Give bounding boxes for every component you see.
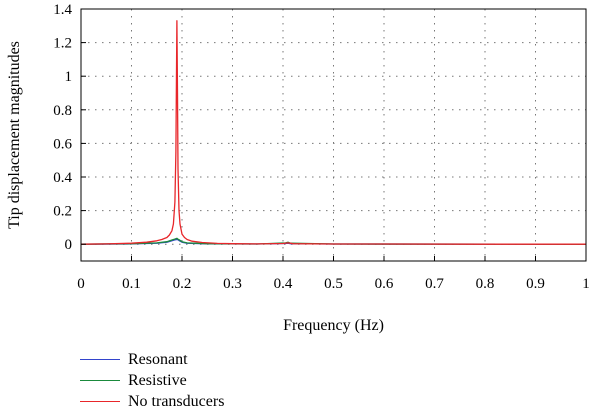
legend-label-resistive: Resistive: [128, 371, 187, 389]
x-tick-label: 0.5: [324, 276, 343, 292]
y-tick-label: 1.4: [53, 2, 72, 18]
x-tick-label: 1: [582, 276, 590, 292]
x-tick-label: 0.8: [476, 276, 495, 292]
y-axis-title: Tip displacement magnitudes: [6, 41, 23, 229]
x-tick-label: 0.4: [274, 276, 293, 292]
x-tick-label: 0.2: [173, 276, 192, 292]
legend-swatch-no-transducers: [80, 401, 120, 402]
x-tick-label: 0: [77, 276, 85, 292]
y-tick-label: 0.6: [53, 136, 72, 152]
y-tick-label: 0.8: [53, 103, 72, 119]
x-tick-label: 0.7: [425, 276, 444, 292]
legend-label-no-transducers: No transducers: [128, 392, 225, 410]
legend-item-no-transducers: No transducers: [80, 391, 224, 412]
x-tick-label: 0.1: [122, 276, 141, 292]
legend: Resonant Resistive No transducers: [80, 349, 224, 412]
x-tick-label: 0.3: [223, 276, 242, 292]
y-tick-label: 1.2: [53, 36, 72, 52]
legend-item-resistive: Resistive: [80, 370, 224, 391]
y-tick-label: 0: [65, 237, 73, 253]
x-tick-label: 0.6: [375, 276, 394, 292]
y-tick-label: 0.2: [53, 204, 72, 220]
series-line-no-transducers: [80, 20, 586, 245]
legend-swatch-resistive: [80, 380, 120, 381]
ticks: 0 0.1 0.2 0.3 0.4 0.5 0.6 0.7 0.8 0.9 1 0 0.2 0.4 0.6 0…: [53, 2, 590, 292]
legend-item-resonant: Resonant: [80, 349, 224, 370]
legend-swatch-resonant: [80, 359, 120, 360]
chart: 0 0.1 0.2 0.3 0.4 0.5 0.6 0.7 0.8 0.9 1 0 0.2 0.4 0.6 0…: [6, 2, 590, 334]
x-axis-title: Frequency (Hz): [283, 317, 384, 334]
y-tick-label: 1: [65, 69, 73, 85]
y-tick-label: 0.4: [53, 170, 72, 186]
legend-label-resonant: Resonant: [128, 350, 188, 368]
series-layer: [80, 20, 587, 245]
x-tick-label: 0.9: [526, 276, 545, 292]
grid: [81, 9, 586, 261]
